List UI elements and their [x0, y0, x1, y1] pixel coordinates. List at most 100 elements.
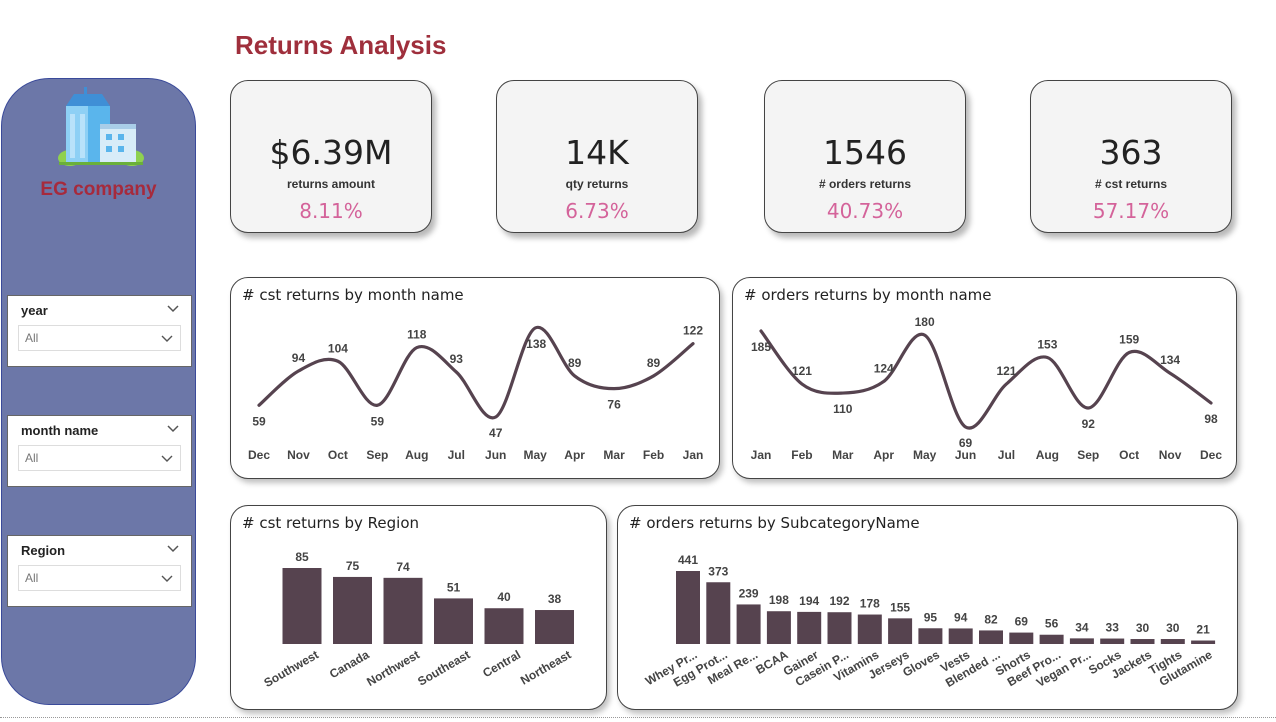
chart-title: # orders returns by SubcategoryName [629, 514, 920, 532]
data-label: 155 [890, 600, 910, 614]
chevron-down-icon[interactable] [167, 544, 179, 554]
data-label: 92 [1082, 417, 1096, 431]
kpi-label: returns amount [286, 177, 375, 191]
chevron-down-icon [161, 575, 173, 582]
cst-returns-region-bar-chart: 85Southwest75Canada74Northwest51Southeas… [261, 550, 574, 690]
kpi-value: 14K [565, 133, 629, 172]
kpi-card-cst-returns[interactable]: 363 # cst returns 57.17% [1030, 80, 1232, 233]
bar [979, 630, 1003, 644]
cst-returns-month-chart[interactable]: # cst returns by month name 59 Dec 94 Nov 10… [230, 277, 720, 479]
data-label: 159 [1119, 333, 1139, 347]
bar [736, 604, 761, 644]
region-dropdown[interactable]: All [18, 565, 181, 591]
building-icon [54, 84, 146, 168]
x-tick-label: Jul [998, 448, 1015, 462]
x-tick-label: Feb [643, 448, 664, 462]
data-label: 69 [959, 436, 973, 450]
kpi-value: 1546 [823, 133, 907, 172]
data-label: 69 [1015, 615, 1029, 629]
data-label: 198 [769, 593, 789, 607]
month-name-dropdown[interactable]: All [18, 445, 181, 471]
kpi-percent: 57.17% [1092, 199, 1170, 223]
year-dropdown[interactable]: All [18, 325, 181, 351]
bar [484, 608, 524, 644]
data-label: 441 [678, 553, 698, 567]
x-tick-label: Oct [328, 448, 348, 462]
chevron-down-icon[interactable] [167, 424, 179, 434]
month-name-slicer[interactable]: month name All [7, 415, 192, 487]
chart-title: # orders returns by month name [744, 286, 992, 304]
kpi-value: $6.39M [269, 133, 393, 172]
chart-title: # cst returns by month name [242, 286, 464, 304]
x-tick-label: Nov [1159, 448, 1182, 462]
data-label: 178 [860, 597, 880, 611]
bar [333, 576, 372, 644]
data-label: 89 [647, 356, 661, 370]
bar [383, 577, 423, 644]
kpi-label: qty returns [565, 177, 629, 191]
x-tick-label: Sep [366, 448, 388, 462]
slicer-label: year [21, 303, 48, 318]
kpi-card-orders-returns[interactable]: 1546 # orders returns 40.73% [764, 80, 966, 233]
bar [535, 610, 574, 644]
x-tick-label: Sep [1077, 448, 1099, 462]
bar [948, 628, 973, 644]
orders-returns-subcategory-chart[interactable]: # orders returns by SubcategoryName 441 W… [617, 505, 1238, 710]
data-label: 118 [407, 328, 427, 342]
orders-returns-month-chart[interactable]: # orders returns by month name 185 Jan 121… [732, 277, 1237, 479]
data-label: 95 [924, 610, 938, 624]
region-slicer[interactable]: Region All [7, 535, 192, 607]
data-label: 38 [548, 592, 562, 606]
x-tick-label: Northeast [518, 647, 574, 687]
data-label: 98 [1204, 412, 1218, 426]
bar [1100, 638, 1125, 644]
data-label: 239 [739, 586, 759, 600]
x-tick-label: Jun [485, 448, 506, 462]
x-tick-label: May [913, 448, 937, 462]
x-tick-label: Mar [832, 448, 854, 462]
data-label: 104 [328, 341, 348, 355]
x-tick-label: Dec [1200, 448, 1222, 462]
kpi-card-qty-returns[interactable]: 14K qty returns 6.73% [496, 80, 698, 233]
bar [1069, 638, 1094, 644]
x-tick-label: Mar [603, 448, 625, 462]
kpi-label: # cst returns [1094, 177, 1168, 191]
cst-returns-region-chart[interactable]: # cst returns by Region 85 Southwest 75 Can… [230, 505, 607, 710]
chevron-down-icon[interactable] [167, 304, 179, 314]
x-tick-label: Jan [751, 448, 772, 462]
kpi-card-returns-amount[interactable]: $6.39M returns amount 8.11% [230, 80, 432, 233]
x-tick-label: Southeast [415, 647, 472, 688]
bar [1009, 632, 1034, 644]
x-tick-label: Aug [405, 448, 428, 462]
x-tick-label: Apr [873, 448, 894, 462]
kpi-label: # orders returns [818, 177, 912, 191]
data-label: 122 [683, 324, 703, 338]
bar [918, 628, 943, 644]
data-label: 180 [915, 315, 935, 329]
data-label: 76 [607, 398, 621, 412]
data-label: 40 [497, 590, 511, 604]
page-bottom-divider [0, 717, 1276, 718]
data-label: 373 [708, 564, 728, 578]
data-label: 192 [829, 594, 849, 608]
x-tick-label: Feb [791, 448, 812, 462]
year-slicer[interactable]: year All [7, 295, 192, 367]
data-label: 134 [1160, 353, 1180, 367]
slicer-label: month name [21, 423, 99, 438]
data-label: 59 [371, 414, 385, 428]
x-tick-label: Jul [448, 448, 465, 462]
data-label: 74 [396, 560, 410, 574]
series-line [759, 329, 1213, 430]
data-label: 121 [996, 364, 1016, 378]
bar [1039, 634, 1064, 644]
data-label: 56 [1045, 617, 1059, 631]
bar [1160, 639, 1185, 644]
x-tick-label: Southwest [261, 647, 321, 689]
slicer-value: All [25, 451, 39, 465]
data-label: 59 [252, 414, 266, 428]
slicer-value: All [25, 331, 39, 345]
data-label: 82 [984, 612, 998, 626]
data-label: 34 [1075, 620, 1089, 634]
bar [434, 598, 473, 644]
page-title: Returns Analysis [235, 30, 447, 60]
